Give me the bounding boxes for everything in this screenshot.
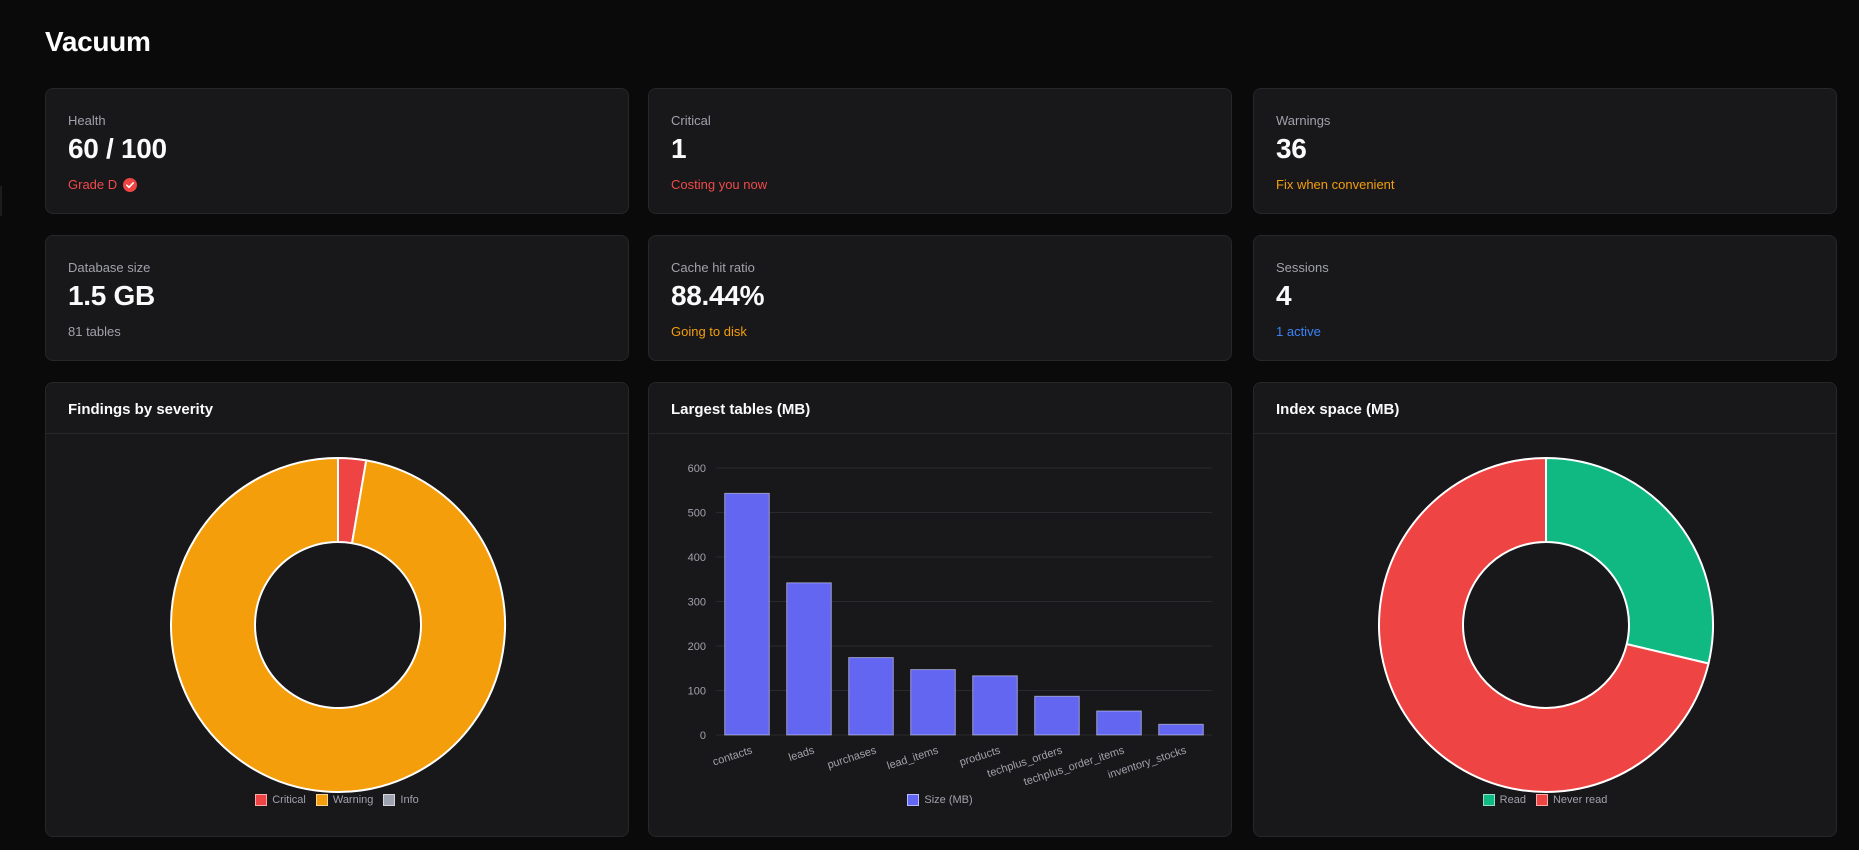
stat-value: 88.44% bbox=[671, 280, 765, 311]
y-tick-label: 0 bbox=[700, 730, 706, 742]
legend-label: Info bbox=[400, 794, 419, 806]
grade-text: Grade D bbox=[68, 177, 118, 192]
stat-sub: Costing you now bbox=[671, 177, 767, 192]
x-tick-label: lead_items bbox=[886, 744, 941, 772]
legend-swatch bbox=[907, 794, 920, 806]
stat-label: Cache hit ratio bbox=[671, 260, 755, 275]
y-tick-label: 500 bbox=[688, 508, 706, 520]
bar-leads[interactable] bbox=[786, 582, 832, 736]
x-tick-label: purchases bbox=[826, 744, 878, 771]
legend-item[interactable]: Size (MB) bbox=[907, 794, 973, 806]
page-title: Vacuum bbox=[45, 26, 151, 57]
chart-title: Index space (MB) bbox=[1276, 401, 1400, 418]
legend-item[interactable]: Read bbox=[1482, 794, 1526, 806]
stat-value: 36 bbox=[1276, 133, 1307, 164]
legend-label: Never read bbox=[1552, 794, 1608, 806]
sessions-card: Sessions 4 1 active bbox=[1253, 235, 1837, 361]
check-badge-icon bbox=[123, 177, 138, 192]
index-chart-card: Index space (MB) Read Never read bbox=[1253, 382, 1837, 837]
stat-sub: 1 active bbox=[1276, 324, 1321, 339]
severity-chart-card: Findings by severity Critical Warning Info bbox=[45, 382, 629, 837]
legend-label: Size (MB) bbox=[924, 794, 973, 806]
severity-donut-chart bbox=[170, 456, 506, 793]
stat-label: Health bbox=[68, 113, 106, 128]
stat-label: Critical bbox=[671, 113, 711, 128]
legend-label: Read bbox=[1499, 794, 1526, 806]
donut-slice-never-read[interactable] bbox=[1378, 456, 1710, 793]
legend-swatch bbox=[315, 794, 328, 806]
cache-note: Going to disk bbox=[671, 324, 747, 339]
divider bbox=[649, 433, 1231, 434]
stat-sub: 81 tables bbox=[68, 324, 121, 339]
stat-value: 1 bbox=[671, 133, 687, 164]
stat-sub: Fix when convenient bbox=[1276, 177, 1395, 192]
legend-label: Warning bbox=[332, 794, 374, 806]
window-edge-marker bbox=[0, 186, 2, 216]
legend-item[interactable]: Warning bbox=[315, 794, 374, 806]
stat-value: 1.5 GB bbox=[68, 280, 155, 311]
stat-label: Warnings bbox=[1276, 113, 1331, 128]
bar-techplus-order-items[interactable] bbox=[1096, 710, 1142, 736]
tables-legend: Size (MB) bbox=[649, 794, 1231, 806]
bar-lead-items[interactable] bbox=[910, 669, 956, 736]
index-legend: Read Never read bbox=[1254, 794, 1836, 806]
health-card: Health 60 / 100 Grade D bbox=[45, 88, 629, 214]
legend-item[interactable]: Critical bbox=[255, 794, 306, 806]
bar-purchases[interactable] bbox=[848, 657, 894, 736]
severity-legend: Critical Warning Info bbox=[46, 794, 628, 806]
donut-slice-warning[interactable] bbox=[170, 456, 506, 793]
y-tick-label: 200 bbox=[688, 641, 706, 653]
legend-item[interactable]: Info bbox=[383, 794, 419, 806]
stat-sub: Going to disk bbox=[671, 324, 747, 339]
warnings-card: Warnings 36 Fix when convenient bbox=[1253, 88, 1837, 214]
critical-note: Costing you now bbox=[671, 177, 768, 192]
legend-swatch bbox=[1482, 794, 1495, 806]
legend-swatch bbox=[255, 794, 268, 806]
tables-chart-card: Largest tables (MB) 0 100 200 300 400 500 600 c… bbox=[648, 382, 1232, 837]
bar-techplus-orders[interactable] bbox=[1034, 695, 1080, 736]
stat-value: 60 / 100 bbox=[68, 133, 167, 164]
stat-label: Database size bbox=[68, 260, 151, 275]
cache-hit-card: Cache hit ratio 88.44% Going to disk bbox=[648, 235, 1232, 361]
index-space-donut-chart bbox=[1378, 456, 1714, 793]
largest-tables-bar-chart: 0 100 200 300 400 500 600 contacts leads purchase… bbox=[688, 463, 1212, 788]
divider bbox=[46, 433, 628, 434]
chart-title: Findings by severity bbox=[68, 401, 214, 418]
database-size-card: Database size 1.5 GB 81 tables bbox=[45, 235, 629, 361]
divider bbox=[1254, 433, 1836, 434]
stat-value: 4 bbox=[1276, 280, 1292, 311]
table-count: 81 tables bbox=[68, 324, 121, 339]
bar-inventory-stocks[interactable] bbox=[1158, 723, 1204, 736]
chart-title: Largest tables (MB) bbox=[671, 401, 811, 418]
x-tick-label: leads bbox=[787, 744, 816, 764]
critical-card: Critical 1 Costing you now bbox=[648, 88, 1232, 214]
bar-contacts[interactable] bbox=[724, 492, 770, 736]
stat-label: Sessions bbox=[1276, 260, 1329, 275]
y-tick-label: 300 bbox=[688, 597, 706, 609]
stat-sub: Grade D bbox=[68, 177, 138, 192]
donut-slice-read[interactable] bbox=[1545, 456, 1714, 665]
legend-swatch bbox=[1535, 794, 1548, 806]
y-tick-label: 600 bbox=[688, 463, 706, 475]
y-tick-label: 400 bbox=[688, 552, 706, 564]
legend-swatch bbox=[383, 794, 396, 806]
y-tick-label: 100 bbox=[688, 686, 706, 698]
legend-item[interactable]: Never read bbox=[1535, 794, 1608, 806]
warnings-note: Fix when convenient bbox=[1276, 177, 1395, 192]
active-sessions-link[interactable]: 1 active bbox=[1276, 324, 1321, 339]
x-tick-label: contacts bbox=[711, 744, 754, 768]
bar-products[interactable] bbox=[972, 675, 1018, 736]
legend-label: Critical bbox=[272, 794, 306, 806]
